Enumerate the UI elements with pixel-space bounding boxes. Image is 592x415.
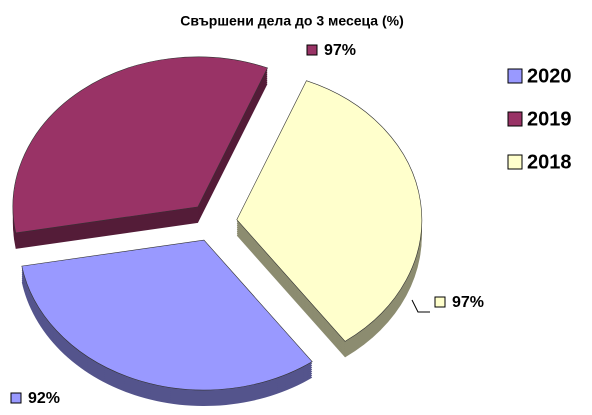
- legend-key: [507, 154, 523, 170]
- data-label: 97%: [324, 42, 356, 59]
- legend-label: 2019: [527, 108, 572, 130]
- slice: [236, 80, 423, 342]
- label-key: [306, 44, 318, 56]
- data-label: 97%: [452, 294, 484, 311]
- label-key: [10, 392, 22, 404]
- legend-key: [507, 111, 523, 127]
- data-label: 92%: [28, 390, 60, 407]
- slice: [12, 56, 268, 234]
- legend-key: [507, 68, 523, 84]
- legend-label: 2020: [527, 65, 572, 87]
- chart-title: Свършени дела до 3 месеца (%): [180, 13, 404, 29]
- slice: [21, 239, 313, 391]
- legend-label: 2018: [527, 151, 572, 173]
- leader-line: [411, 299, 430, 313]
- label-key: [434, 296, 446, 308]
